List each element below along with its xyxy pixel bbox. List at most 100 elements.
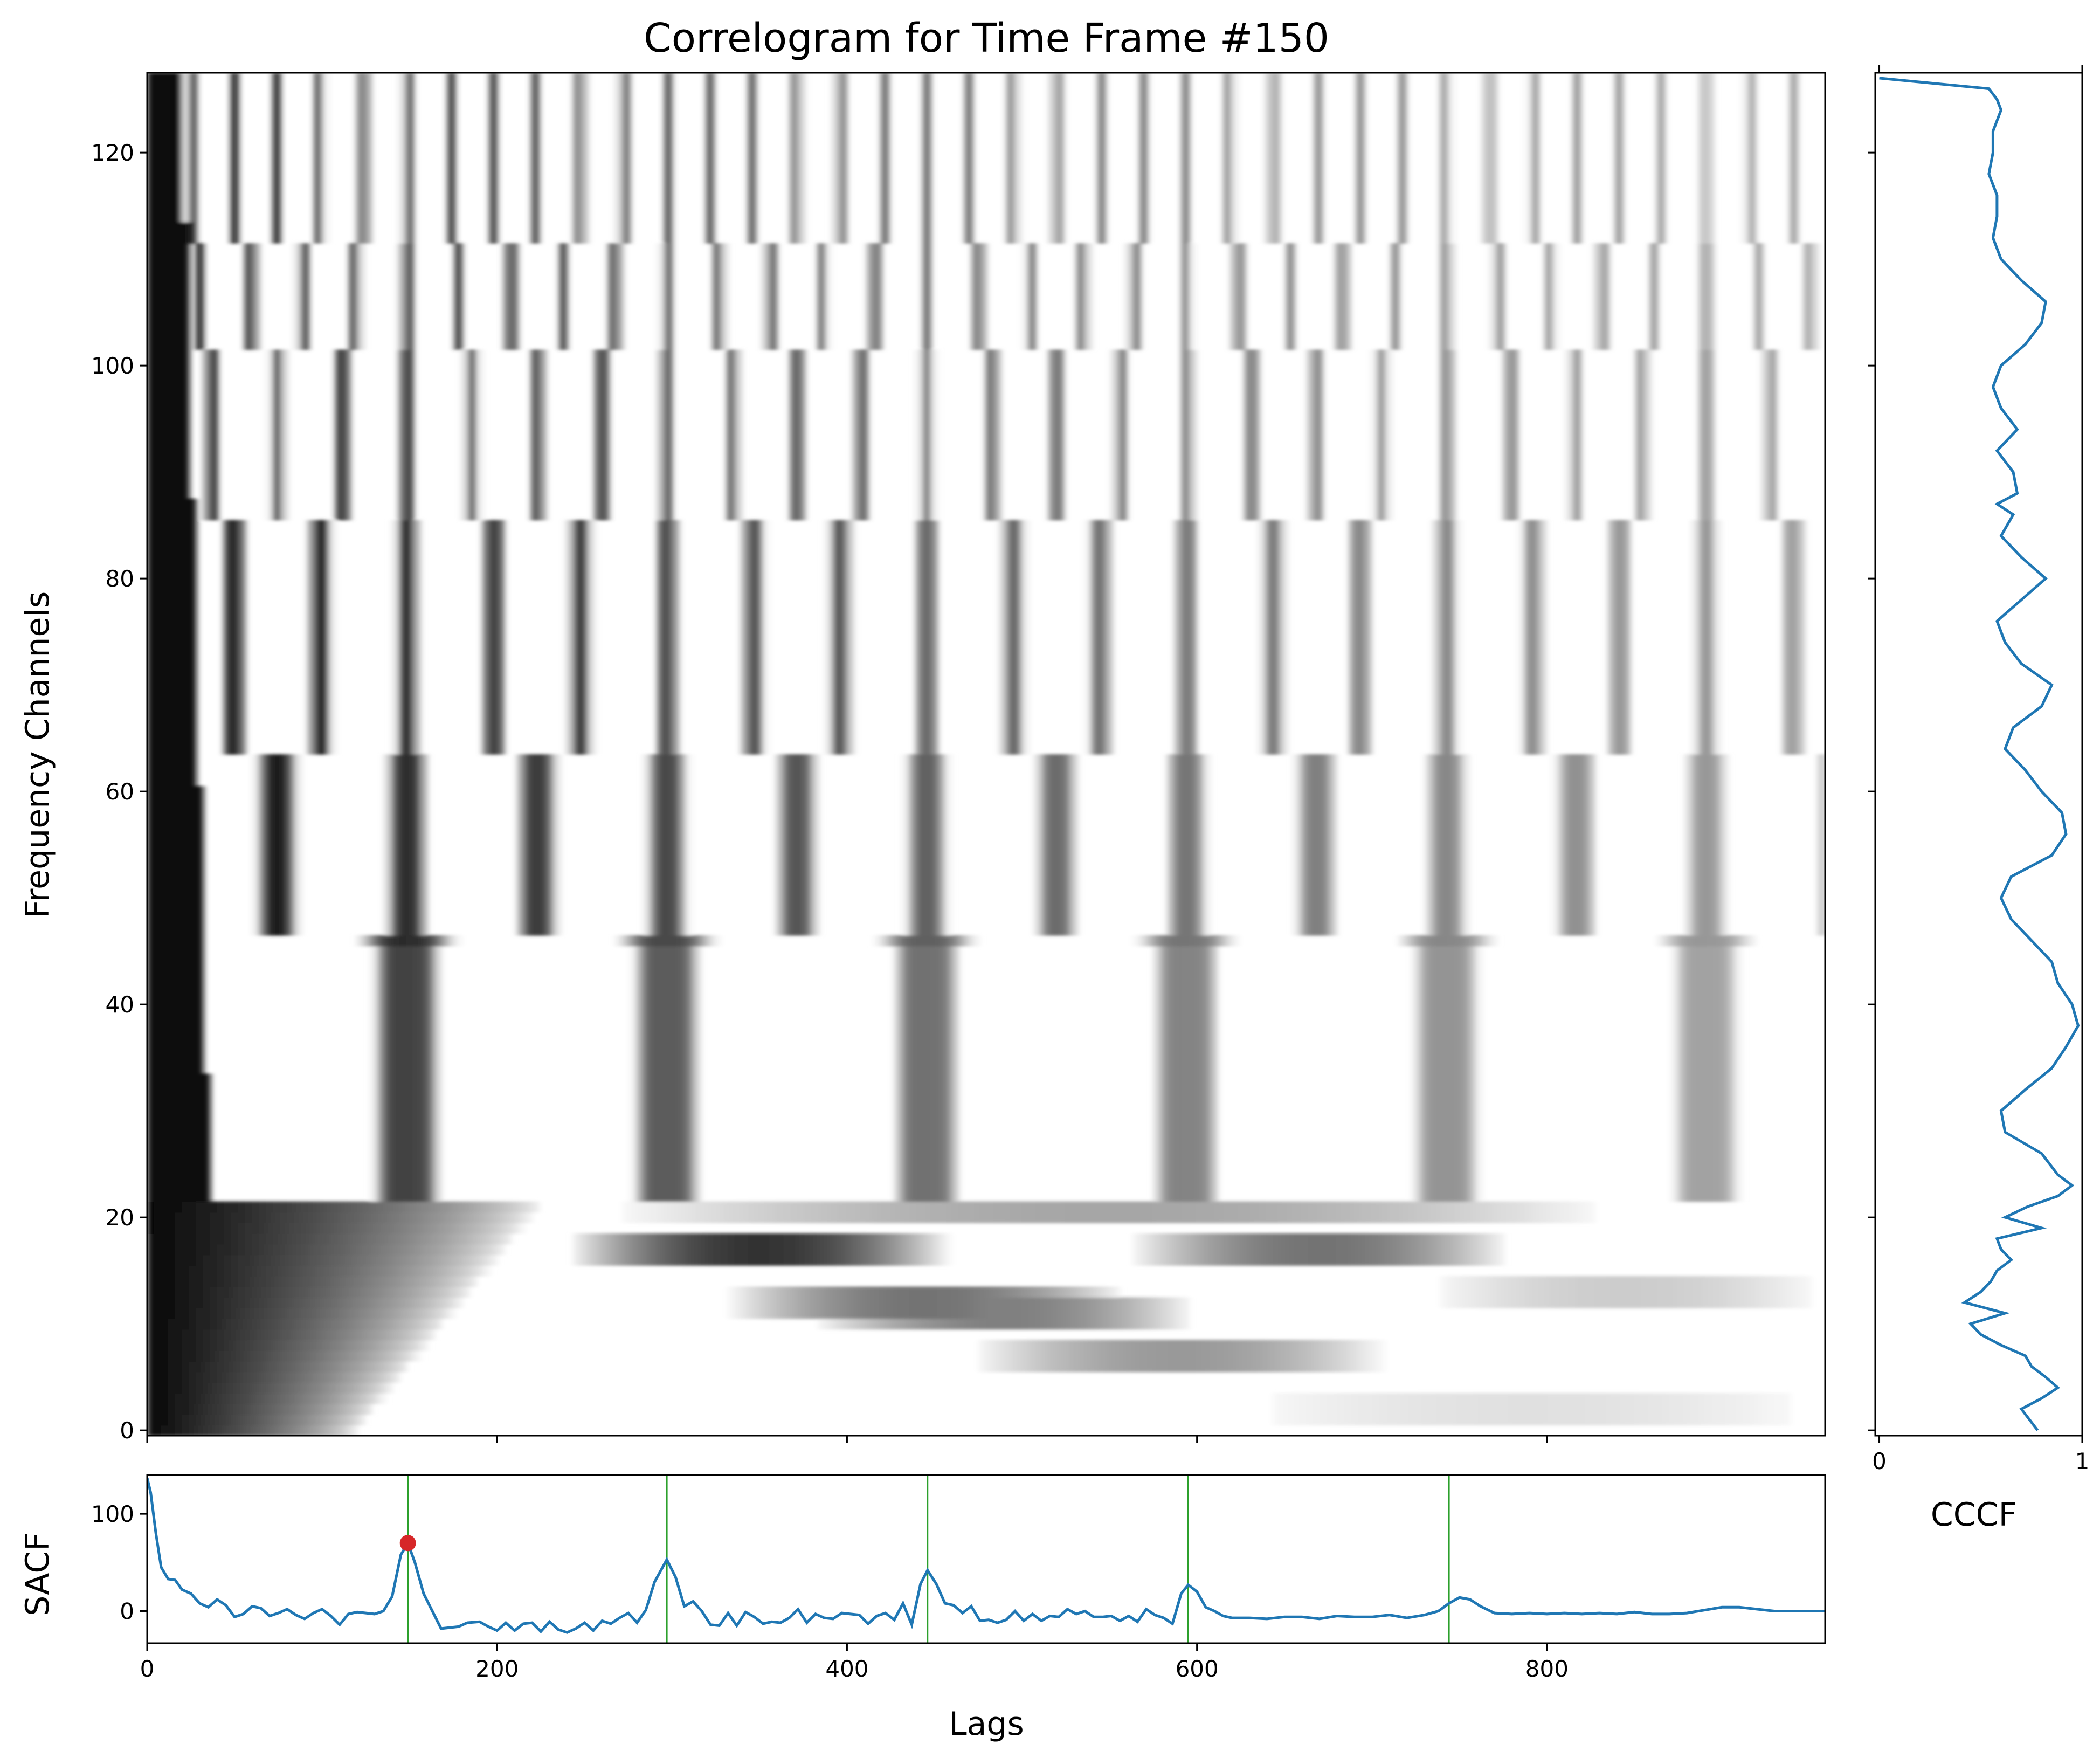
heatmap-cell [650, 935, 658, 947]
heatmap-cell [252, 1318, 260, 1330]
heatmap-cell [1510, 1276, 1518, 1287]
heatmap-cell [503, 1233, 512, 1245]
heatmap-cell [1559, 882, 1567, 893]
heatmap-cell [1706, 1010, 1714, 1021]
heatmap-cell [664, 1042, 672, 1053]
heatmap-cell [706, 1244, 714, 1256]
heatmap-cell [1273, 1361, 1281, 1373]
heatmap-cell [168, 1286, 176, 1298]
heatmap-cell [1461, 1297, 1469, 1308]
heatmap-cell [189, 818, 197, 830]
heatmap-cell [217, 1329, 225, 1341]
heatmap-cell [259, 1361, 267, 1373]
heatmap-cell [937, 850, 945, 861]
heatmap-cell [1678, 935, 1686, 947]
heatmap-cell [182, 1244, 190, 1256]
heatmap-cell [1706, 1169, 1714, 1181]
heatmap-cell [1196, 818, 1204, 830]
heatmap-cell [1384, 1254, 1392, 1266]
heatmap-cell [671, 1031, 679, 1043]
heatmap-cell [650, 1116, 658, 1128]
heatmap-cell [168, 1425, 176, 1436]
heatmap-cell [664, 1137, 672, 1149]
heatmap-cell [783, 914, 791, 925]
heatmap-cell [1713, 1084, 1721, 1095]
heatmap-cell [1336, 1244, 1343, 1256]
heatmap-cell [741, 1201, 749, 1213]
heatmap-cell [923, 1233, 931, 1245]
heatmap-cell [1503, 1201, 1511, 1213]
heatmap-cell [1706, 829, 1714, 840]
heatmap-cell [874, 1212, 882, 1223]
heatmap-cell [1454, 1244, 1462, 1256]
heatmap-cell [1468, 1063, 1476, 1074]
heatmap-cell [364, 1254, 371, 1266]
heatmap-cell [1294, 1201, 1301, 1213]
heatmap-cell [797, 892, 805, 904]
heatmap-cell [930, 1159, 938, 1170]
heatmap-cell [1189, 1105, 1197, 1117]
heatmap-cell [405, 1084, 413, 1095]
heatmap-cell [1713, 892, 1721, 904]
heatmap-cell [1692, 1159, 1700, 1170]
heatmap-cell [685, 903, 693, 915]
heatmap-cell [1727, 935, 1735, 947]
heatmap-cell [147, 1308, 155, 1319]
heatmap-cell [944, 839, 952, 851]
heatmap-cell [266, 882, 274, 893]
heatmap-cell [1168, 956, 1176, 968]
heatmap-cell [189, 1180, 197, 1191]
heatmap-cell [811, 1297, 819, 1308]
heatmap-cell [629, 935, 637, 947]
heatmap-cell [1426, 850, 1434, 861]
heatmap-cell [902, 1297, 910, 1308]
heatmap-cell [664, 1095, 672, 1106]
heatmap-cell [657, 1233, 665, 1245]
heatmap-cell [391, 1212, 399, 1223]
heatmap-cell [1685, 977, 1693, 989]
heatmap-cell [1552, 903, 1560, 915]
heatmap-cell [259, 1212, 267, 1223]
heatmap-cell [238, 1350, 246, 1362]
heatmap-cell [867, 1244, 875, 1256]
heatmap-cell [1454, 1180, 1462, 1191]
heatmap-cell [419, 1073, 427, 1085]
heatmap-cell [1329, 829, 1336, 840]
heatmap-cell [154, 1042, 162, 1053]
heatmap-cell [419, 1116, 427, 1128]
heatmap-cell [266, 1350, 274, 1362]
heatmap-cell [364, 935, 371, 947]
heatmap-cell [1713, 1063, 1721, 1074]
heatmap-cell [168, 1020, 176, 1032]
heatmap-cell [189, 1286, 197, 1298]
heatmap-cell [1049, 914, 1057, 925]
heatmap-cell [1203, 988, 1211, 1000]
heatmap-cell [916, 1010, 924, 1021]
heatmap-cell [1454, 1105, 1462, 1117]
heatmap-cell [266, 1382, 274, 1394]
heatmap-cell [1580, 818, 1588, 830]
heatmap-cell [636, 935, 644, 947]
heatmap-cell [1426, 1031, 1434, 1043]
heatmap-cell [1664, 1297, 1672, 1308]
heatmap-cell [916, 1201, 924, 1213]
heatmap-cell [1587, 860, 1595, 872]
heatmap-cell [259, 1233, 267, 1245]
heatmap-cell [524, 850, 533, 861]
heatmap-cell [734, 1244, 742, 1256]
heatmap-cell [804, 871, 812, 883]
heatmap-cell [203, 1212, 211, 1223]
heatmap-cell [175, 1350, 183, 1362]
heatmap-cell [266, 914, 274, 925]
heatmap-cell [951, 956, 959, 968]
heatmap-cell [1182, 956, 1190, 968]
heatmap-cell [1447, 1063, 1455, 1074]
heatmap-cell [902, 925, 910, 936]
heatmap-cell [231, 1393, 239, 1404]
heatmap-cell [189, 1084, 197, 1095]
heatmap-cell [664, 967, 672, 978]
heatmap-cell [161, 1052, 169, 1064]
heatmap-cell [371, 1350, 378, 1362]
heatmap-cell [1678, 1063, 1686, 1074]
heatmap-cell [881, 935, 889, 947]
